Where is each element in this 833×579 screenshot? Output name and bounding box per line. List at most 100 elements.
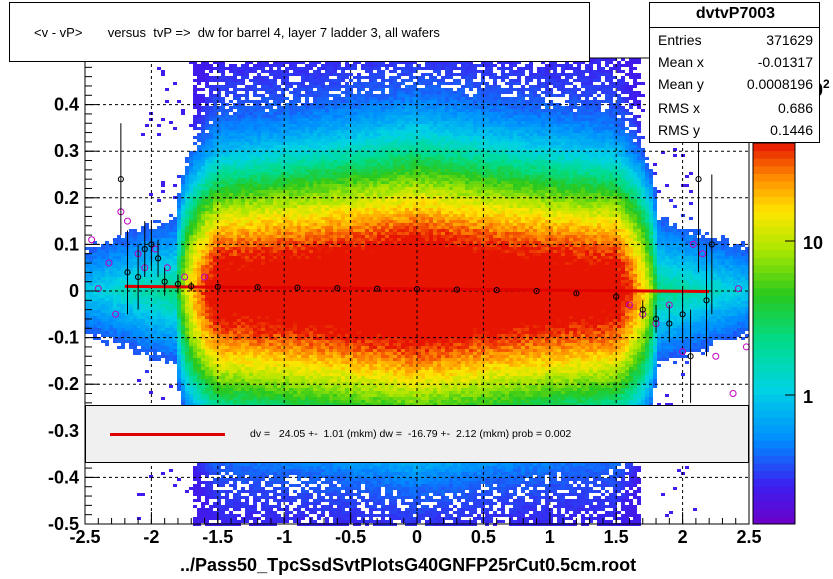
heatmap-cell	[129, 232, 133, 235]
heatmap-cell	[205, 319, 209, 322]
heatmap-cell	[173, 352, 177, 355]
heatmap-cell	[257, 259, 261, 262]
heatmap-cell	[253, 109, 257, 112]
heatmap-cell	[97, 325, 101, 328]
heatmap-cell	[249, 223, 253, 226]
heatmap-cell	[133, 304, 137, 307]
heatmap-cell	[217, 280, 221, 283]
heatmap-cell	[193, 142, 197, 145]
heatmap-cell	[213, 268, 217, 271]
heatmap-cell	[153, 259, 157, 262]
heatmap-cell	[269, 133, 273, 136]
heatmap-cell	[289, 214, 293, 217]
heatmap-cell	[277, 337, 281, 340]
heatmap-cell	[193, 388, 197, 391]
heatmap-cell	[289, 379, 293, 382]
heatmap-cell	[253, 169, 257, 172]
heatmap-cell	[205, 193, 209, 196]
heatmap-cell	[157, 328, 161, 331]
heatmap-cell	[249, 154, 253, 157]
heatmap-cell	[289, 328, 293, 331]
heatmap-cell	[269, 403, 273, 406]
heatmap-cell	[121, 262, 125, 265]
heatmap-cell	[233, 325, 237, 328]
heatmap-cell	[273, 331, 277, 334]
heatmap-cell	[209, 313, 213, 316]
heatmap-cell	[169, 232, 173, 235]
heatmap-cell	[177, 220, 181, 223]
heatmap-cell	[233, 139, 237, 142]
heatmap-cell	[241, 481, 245, 484]
heatmap-cell	[281, 361, 285, 364]
heatmap-cell	[289, 484, 293, 487]
heatmap-cell	[197, 349, 201, 352]
heatmap-cell	[169, 235, 173, 238]
heatmap-cell	[177, 259, 181, 262]
heatmap-cell	[153, 346, 157, 349]
heatmap-cell	[229, 127, 233, 130]
heatmap-cell	[241, 70, 245, 73]
heatmap-cell	[173, 265, 177, 268]
heatmap-cell	[209, 238, 213, 241]
heatmap-cell	[205, 166, 209, 169]
heatmap-cell	[209, 112, 213, 115]
heatmap-cell	[141, 316, 145, 319]
heatmap-cell	[185, 292, 189, 295]
heatmap-cell	[205, 73, 209, 76]
heatmap-cell	[273, 172, 277, 175]
heatmap-cell	[137, 235, 141, 238]
heatmap-cell	[169, 337, 173, 340]
heatmap-cell	[241, 178, 245, 181]
heatmap-cell	[161, 322, 165, 325]
heatmap-cell	[249, 265, 253, 268]
heatmap-cell	[205, 391, 209, 394]
heatmap-cell	[85, 256, 89, 259]
heatmap-cell	[197, 256, 201, 259]
heatmap-cell	[225, 163, 229, 166]
heatmap-cell	[261, 193, 265, 196]
heatmap-cell	[189, 232, 193, 235]
heatmap-cell	[241, 475, 245, 478]
heatmap-cell	[153, 283, 157, 286]
heatmap-cell	[117, 331, 121, 334]
heatmap-cell	[229, 250, 233, 253]
heatmap-cell	[293, 133, 297, 136]
heatmap-cell	[189, 367, 193, 370]
heatmap-cell	[237, 145, 241, 148]
heatmap-cell	[221, 67, 225, 70]
heatmap-cell	[169, 316, 173, 319]
heatmap-cell	[281, 214, 285, 217]
heatmap-cell	[145, 334, 149, 337]
heatmap-cell	[213, 178, 217, 181]
heatmap-cell	[241, 373, 245, 376]
heatmap-cell	[169, 310, 173, 313]
heatmap-cell	[225, 361, 229, 364]
heatmap-cell	[201, 244, 205, 247]
heatmap-cell	[201, 358, 205, 361]
heatmap-cell	[217, 505, 221, 508]
heatmap-cell	[165, 358, 169, 361]
heatmap-cell	[285, 394, 289, 397]
heatmap-cell	[257, 139, 261, 142]
heatmap-cell	[273, 385, 277, 388]
heatmap-cell	[141, 340, 145, 343]
heatmap-cell	[233, 322, 237, 325]
heatmap-cell	[257, 100, 261, 103]
heatmap-cell	[261, 508, 265, 511]
heatmap-cell	[201, 289, 205, 292]
heatmap-cell	[205, 250, 209, 253]
heatmap-cell	[193, 376, 197, 379]
heatmap-cell	[217, 472, 221, 475]
heatmap-cell	[233, 211, 237, 214]
heatmap-cell	[213, 514, 217, 517]
heatmap-cell	[257, 319, 261, 322]
heatmap-cell	[253, 397, 257, 400]
heatmap-cell	[201, 379, 205, 382]
heatmap-cell	[249, 133, 253, 136]
heatmap-cell	[253, 292, 257, 295]
heatmap-cell	[217, 346, 221, 349]
heatmap-cell	[265, 505, 269, 508]
heatmap-cell	[241, 169, 245, 172]
heatmap-cell	[101, 307, 105, 310]
heatmap-cell	[285, 205, 289, 208]
